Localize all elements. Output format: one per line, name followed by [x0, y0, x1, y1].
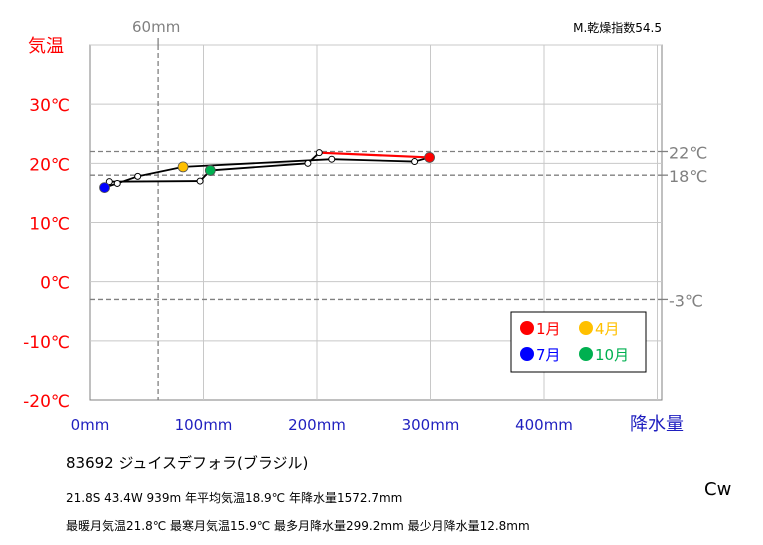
- highlight-month-point: [99, 182, 110, 193]
- x-tick-label: 0mm: [71, 416, 110, 434]
- month-point: [304, 159, 312, 167]
- reference-lines: 22℃ 18℃ -3℃: [90, 38, 707, 400]
- station-title: 83692 ジュイスデフォラ(ブラジル): [66, 454, 309, 472]
- x-tick-label: 100mm: [175, 416, 233, 434]
- y-axis-title: 気温: [28, 36, 64, 57]
- curve-segment: [109, 180, 201, 183]
- legend-marker: [579, 321, 593, 335]
- legend-marker: [579, 347, 593, 361]
- curve-segment: [210, 162, 308, 172]
- precip-reference-label: 60mm: [132, 18, 180, 36]
- y-tick-label: -20℃: [23, 392, 70, 412]
- month-point: [328, 155, 336, 163]
- x-tick-label: 300mm: [402, 416, 460, 434]
- y-tick-label: -10℃: [23, 333, 70, 353]
- highlight-month-point: [204, 165, 216, 176]
- legend: 1月 4月 7月 10月: [510, 311, 647, 373]
- y-tick-label: 0℃: [40, 274, 70, 294]
- climate-classification: Cw: [704, 479, 732, 500]
- month-point: [411, 158, 419, 166]
- climate-curve: [99, 149, 435, 193]
- station-info-line-1: 21.8S 43.4W 939m 年平均気温18.9℃ 年降水量1572.7mm: [66, 491, 403, 505]
- y-tick-label: 10℃: [29, 215, 70, 235]
- month-point: [105, 178, 113, 186]
- curve-segment: [331, 158, 415, 163]
- month-point: [113, 179, 121, 187]
- legend-label: 1月: [536, 320, 561, 338]
- highlight-month-point: [177, 161, 189, 173]
- y-tick-label: 20℃: [29, 155, 70, 175]
- highlight-month-point: [424, 152, 435, 163]
- x-tick-label: 200mm: [288, 416, 346, 434]
- legend-marker: [520, 347, 534, 361]
- month-point: [134, 172, 142, 180]
- curve-segment: [319, 151, 430, 159]
- legend-box: [510, 311, 647, 373]
- aridity-index: M.乾燥指数54.5: [573, 20, 662, 35]
- climograph: 22℃ 18℃ -3℃ 気温 降水量 60mm M.乾燥指数54.5 0mm 100m…: [23, 18, 707, 435]
- month-point: [315, 149, 323, 157]
- legend-label: 4月: [595, 320, 620, 338]
- station-info-line-2: 最暖月気温21.8℃ 最寒月気温15.9℃ 最多月降水量299.2mm 最少月降…: [66, 519, 530, 533]
- legend-label: 10月: [595, 346, 629, 364]
- y-tick-label: 30℃: [29, 96, 70, 116]
- temp-reference-label: -3℃: [669, 291, 703, 310]
- temp-reference-label: 22℃: [669, 144, 707, 163]
- legend-label: 7月: [536, 346, 561, 364]
- x-tick-label: 400mm: [515, 416, 573, 434]
- temp-reference-label: 18℃: [669, 167, 707, 186]
- axis-labels: 気温 降水量 60mm M.乾燥指数54.5 0mm 100mm 200mm 300m…: [23, 18, 684, 435]
- x-axis-title: 降水量: [630, 414, 684, 435]
- curve-segment: [137, 166, 184, 178]
- month-point: [196, 177, 204, 185]
- legend-marker: [520, 321, 534, 335]
